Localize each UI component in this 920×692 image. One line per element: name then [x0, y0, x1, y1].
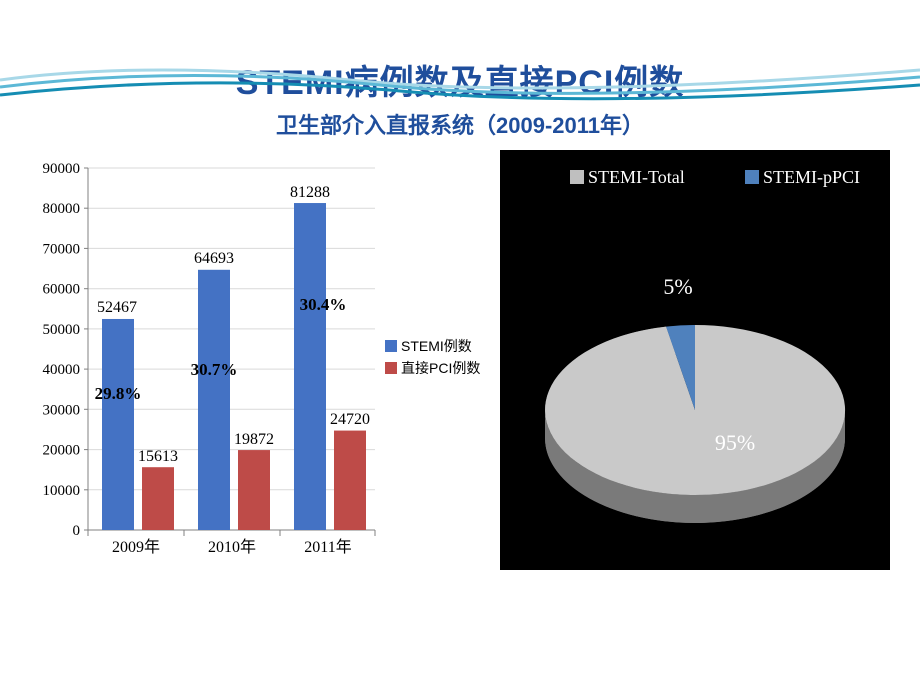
- category-labels: 2009年 2010年 2011年: [112, 538, 352, 556]
- pct-2010: 30.7%: [191, 360, 238, 379]
- ytick-5: 50000: [43, 322, 81, 338]
- bar-group-2011: 81288 24720 30.4%: [290, 184, 370, 530]
- ytick-6: 60000: [43, 282, 81, 298]
- legend-swatch-stemi: [385, 340, 397, 352]
- y-tick-marks: [84, 168, 88, 530]
- pie-label-total: 95%: [715, 430, 755, 455]
- ytick-4: 40000: [43, 362, 81, 378]
- content-row: 0 10000 20000 30000 40000 50000 60000 70…: [0, 140, 920, 570]
- cat-2009: 2009年: [112, 538, 160, 556]
- bar-pci-2011: [334, 431, 366, 530]
- pie-legend-label-total: STEMI-Total: [588, 167, 685, 187]
- val-pci-2011: 24720: [330, 411, 370, 428]
- val-stemi-2010: 64693: [194, 250, 234, 267]
- pie-label-ppci: 5%: [663, 274, 692, 299]
- bar-stemi-2011: [294, 203, 326, 530]
- bar-stemi-2009: [102, 319, 134, 530]
- ytick-8: 80000: [43, 201, 81, 217]
- ytick-7: 70000: [43, 241, 81, 257]
- legend-label-stemi: STEMI例数: [401, 338, 472, 354]
- pct-2009: 29.8%: [95, 384, 142, 403]
- val-pci-2010: 19872: [234, 431, 274, 448]
- bar-chart: 0 10000 20000 30000 40000 50000 60000 70…: [20, 150, 485, 570]
- bar-stemi-2010: [198, 270, 230, 530]
- bar-chart-svg: 0 10000 20000 30000 40000 50000 60000 70…: [20, 150, 485, 570]
- pie-chart-svg: STEMI-Total STEMI-pPCI 5%: [500, 150, 890, 570]
- val-stemi-2009: 52467: [97, 299, 137, 316]
- val-stemi-2011: 81288: [290, 184, 330, 201]
- legend-label-pci: 直接PCI例数: [401, 360, 480, 376]
- wave-decoration: [0, 55, 920, 125]
- pie-legend-swatch-total: [570, 170, 584, 184]
- ytick-1: 10000: [43, 483, 81, 499]
- pct-2011: 30.4%: [300, 295, 347, 314]
- x-tick-marks: [88, 530, 375, 536]
- bar-legend: STEMI例数 直接PCI例数: [385, 338, 480, 376]
- pie-top: [545, 325, 845, 495]
- bar-group-2010: 64693 19872 30.7%: [191, 250, 274, 530]
- cat-2010: 2010年: [208, 538, 256, 556]
- ytick-3: 30000: [43, 402, 81, 418]
- pie-chart: STEMI-Total STEMI-pPCI 5%: [500, 150, 890, 570]
- pie-legend-swatch-ppci: [745, 170, 759, 184]
- bar-pci-2010: [238, 450, 270, 530]
- bar-group-2009: 52467 15613 29.8%: [95, 299, 178, 530]
- bar-pci-2009: [142, 467, 174, 530]
- ytick-2: 20000: [43, 443, 81, 459]
- pie-legend-label-ppci: STEMI-pPCI: [763, 167, 860, 187]
- legend-swatch-pci: [385, 362, 397, 374]
- pie-legend: STEMI-Total STEMI-pPCI: [570, 167, 860, 187]
- ytick-0: 0: [73, 523, 81, 539]
- y-tick-labels: 0 10000 20000 30000 40000 50000 60000 70…: [43, 161, 81, 539]
- val-pci-2009: 15613: [138, 448, 178, 465]
- cat-2011: 2011年: [304, 538, 351, 556]
- ytick-9: 90000: [43, 161, 81, 177]
- pie-slice-total: [545, 325, 845, 495]
